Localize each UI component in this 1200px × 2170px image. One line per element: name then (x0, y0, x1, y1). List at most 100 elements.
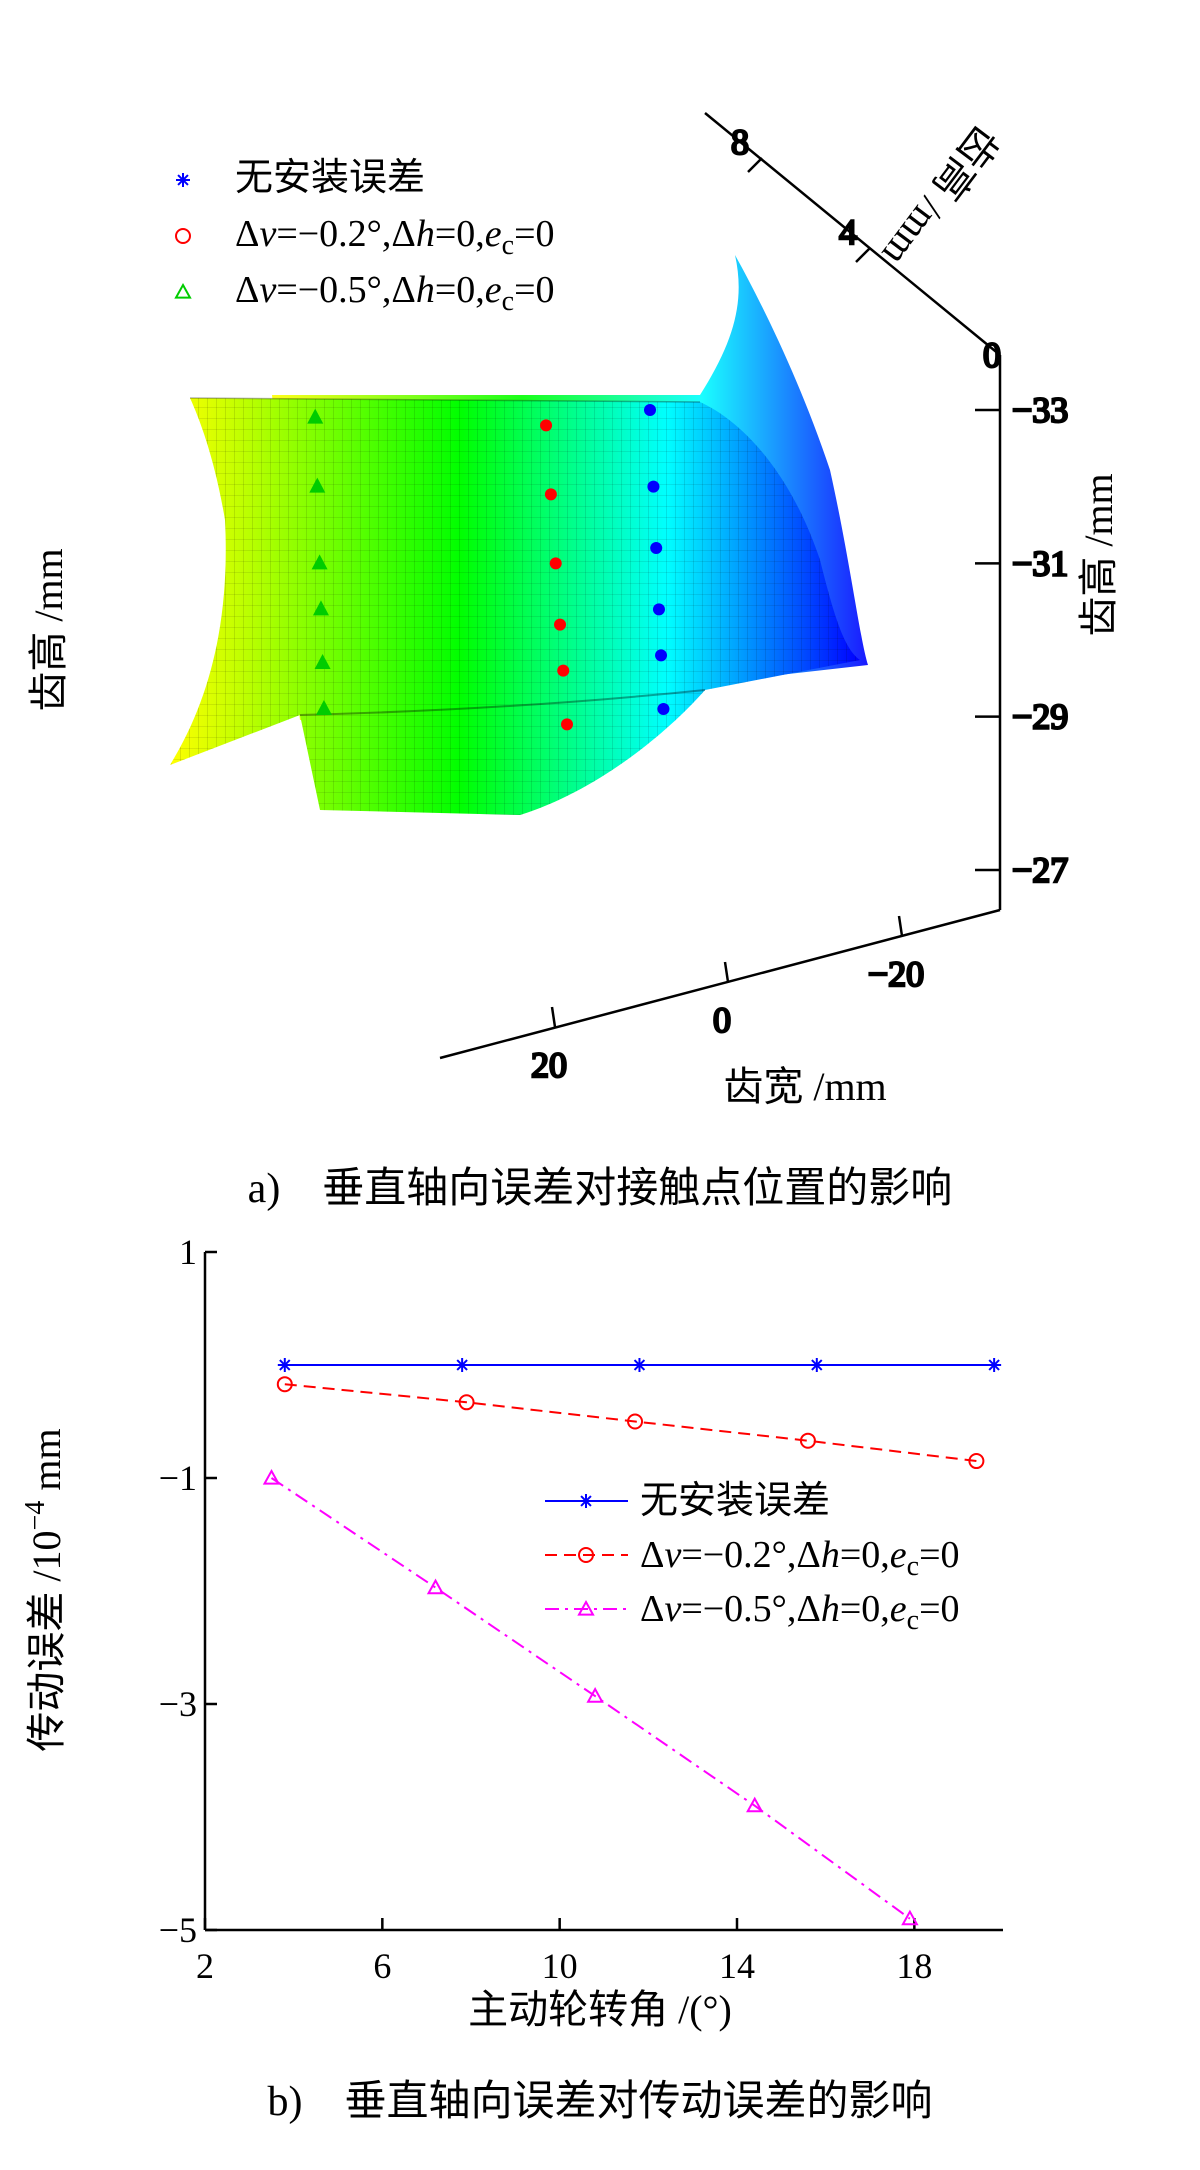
data-point (968, 1453, 985, 1470)
legend-label-part: v (259, 269, 276, 311)
y-tick-label: 4 (839, 212, 857, 252)
legend-marker (578, 1547, 594, 1563)
data-point (632, 1358, 647, 1372)
contact-point (309, 477, 326, 493)
x-tick-label: 0 (713, 1000, 731, 1040)
panel-b-legend: 无安装误差Δv=−0.2°,Δh=0,ec=0Δv=−0.5°,Δh=0,ec=… (545, 1480, 960, 1636)
legend-label-part: c (502, 230, 514, 261)
contact-point (307, 408, 324, 424)
panel-b-axes (203, 1252, 1003, 1932)
x-tick-label: 14 (719, 1946, 755, 1986)
x-tick-label: 18 (896, 1946, 932, 1986)
panel-a-axes (439, 112, 1002, 1060)
legend-label-part: =0, (435, 213, 485, 255)
contact-point (655, 649, 668, 662)
data-point (426, 1578, 445, 1595)
y-axis-label-part: −4 (20, 1501, 51, 1531)
data-point (586, 1687, 604, 1703)
panel-b-series (262, 1358, 1002, 1926)
panel-b: 2 6 10 14 181−1−3−5 无安装误差Δv=−0.2°,Δh=0,ec=0Δ… (20, 1232, 1003, 2125)
y-axis-label-part: mm (24, 1428, 69, 1500)
legend-label-part: =−0.5°,Δ (681, 1588, 821, 1630)
contact-point (312, 600, 329, 616)
legend-label: 无安装误差 (235, 157, 425, 199)
x-tick-mark (723, 961, 730, 983)
y-axis-label: 传动误差 /10−4 mm (20, 1428, 69, 1751)
caption-b: b) 垂直轴向误差对传动误差的影响 (268, 2079, 933, 2125)
legend-label-part: e (485, 213, 502, 255)
x-tick-label: 6 (373, 1946, 391, 1986)
x-tick-label: −20 (868, 954, 924, 994)
data-point (799, 1432, 816, 1449)
y-axis-label-part: 传动误差 /10 (24, 1530, 69, 1751)
legend-label: Δv=−0.2°,Δh=0,ec=0 (640, 1534, 960, 1582)
legend-label-part: c (907, 1551, 919, 1582)
legend-marker (577, 1599, 595, 1616)
legend-marker (176, 173, 190, 187)
axis-z-label-right: 齿高 /mm (1076, 473, 1121, 636)
legend-marker (174, 282, 192, 299)
legend-label-part: =0, (840, 1588, 890, 1630)
legend-label-part: e (890, 1588, 907, 1630)
y-tick-label: 0 (983, 335, 1001, 375)
surface-top-edge (189, 397, 701, 403)
contact-point (652, 603, 665, 616)
legend-marker (579, 1494, 593, 1508)
y-tick-label: 8 (731, 122, 749, 162)
legend-label-part: =0 (919, 1588, 959, 1630)
x-axis-label: 主动轮转角 /(°) (468, 1987, 732, 2032)
contact-points (307, 404, 670, 731)
legend-label-part: c (502, 286, 514, 317)
legend-label-part: e (890, 1534, 907, 1576)
legend-label-part: v (259, 213, 276, 255)
legend-label-part: =−0.2°,Δ (681, 1534, 821, 1576)
data-point (746, 1796, 764, 1813)
legend-label-part: e (485, 269, 502, 311)
legend-label-part: v (664, 1534, 681, 1576)
panel-a-legend: 无安装误差 Δv=−0.2°,Δh=0,ec=0 Δv=−0.5°,Δh=0,ec=… (174, 157, 555, 317)
y-tick-mark (747, 157, 763, 173)
legend-label-part: Δ (235, 213, 259, 255)
contact-point (561, 718, 574, 731)
legend-label-part: Δ (640, 1534, 664, 1576)
data-point (276, 1376, 293, 1393)
series-line (284, 1383, 977, 1463)
contact-point (549, 557, 562, 570)
y-tick-label: −1 (159, 1458, 197, 1498)
z-tick-label: −31 (1012, 543, 1068, 583)
contact-point (557, 664, 570, 677)
data-point (277, 1358, 292, 1372)
legend-label-part: Δ (640, 1588, 664, 1630)
contact-point (644, 404, 656, 416)
contact-point (540, 419, 553, 432)
data-point (458, 1394, 475, 1411)
legend-label-part: 无安装误差 (640, 1480, 830, 1522)
legend-label: 无安装误差 (640, 1480, 830, 1522)
contact-point (314, 654, 331, 669)
panel-b-ticks: 2 6 10 14 18 1 −1 −3 −5 (159, 1232, 933, 1986)
legend-label-part: =−0.2°,Δ (276, 213, 416, 255)
legend-label-part: h (416, 213, 435, 255)
data-point (455, 1358, 470, 1372)
z-tick-label: −33 (1012, 390, 1068, 430)
data-point (262, 1468, 281, 1485)
z-tick-label: −27 (1012, 850, 1068, 890)
caption-a: a) 垂直轴向误差对接触点位置的影响 (248, 1165, 953, 1212)
axis-y-label: 齿高 /mm (874, 117, 1008, 275)
legend-label-part: =0, (840, 1534, 890, 1576)
legend-label-part: h (416, 269, 435, 311)
data-point (901, 1909, 919, 1926)
legend-label: Δv=−0.5°,Δh=0,ec=0 (640, 1588, 960, 1636)
legend-label-part: =0, (435, 269, 485, 311)
y-tick-label: −5 (159, 1910, 197, 1950)
data-point (627, 1413, 644, 1430)
contact-point (657, 703, 670, 715)
axis-z-label-left: 齿高 /mm (26, 548, 71, 711)
legend-label: Δv=−0.5°,Δh=0,ec=0 (235, 269, 555, 317)
contact-point (650, 542, 663, 554)
legend-label-part: h (821, 1534, 840, 1576)
legend-label: Δv=−0.2°,Δh=0,ec=0 (235, 213, 555, 261)
contact-point (544, 488, 557, 501)
